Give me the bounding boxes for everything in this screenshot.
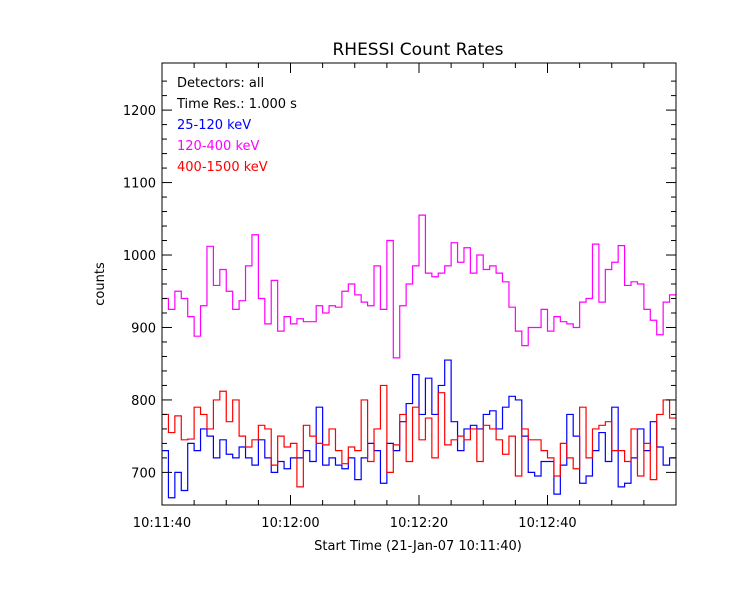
x-axis-label: Start Time (21-Jan-07 10:11:40)	[314, 539, 522, 554]
x-axis: 10:11:40 10:12:00 10:12:20 10:12:40	[133, 63, 645, 531]
x-tick-label: 10:12:00	[261, 516, 319, 531]
x-tick-label: 10:12:20	[390, 516, 448, 531]
y-tick-label: 1100	[123, 177, 156, 192]
y-axis-label: counts	[93, 262, 108, 306]
y-tick-label: 800	[131, 394, 156, 409]
legend-entry: 400-1500 keV	[177, 160, 268, 175]
y-tick-label: 1000	[123, 249, 156, 264]
annotation-text: Time Res.: 1.000 s	[176, 97, 297, 112]
series-line-2	[162, 384, 676, 488]
legend: Detectors: all Time Res.: 1.000 s 25-120 k…	[176, 76, 297, 175]
x-tick-label: 10:12:40	[518, 516, 576, 531]
plot-lines	[162, 214, 676, 499]
legend-entry: 120-400 keV	[177, 139, 260, 154]
annotation-text: Detectors: all	[177, 76, 264, 91]
y-axis: 700 800 900 1000 1100 1200	[123, 80, 676, 481]
y-tick-label: 1200	[123, 104, 156, 119]
x-tick-label: 10:11:40	[133, 516, 191, 531]
series-line-0	[162, 359, 676, 499]
y-tick-label: 900	[131, 321, 156, 336]
legend-entry: 25-120 keV	[177, 118, 251, 133]
y-tick-label: 700	[131, 466, 156, 481]
series-line-1	[162, 214, 676, 359]
chart-title: RHESSI Count Rates	[332, 40, 503, 60]
